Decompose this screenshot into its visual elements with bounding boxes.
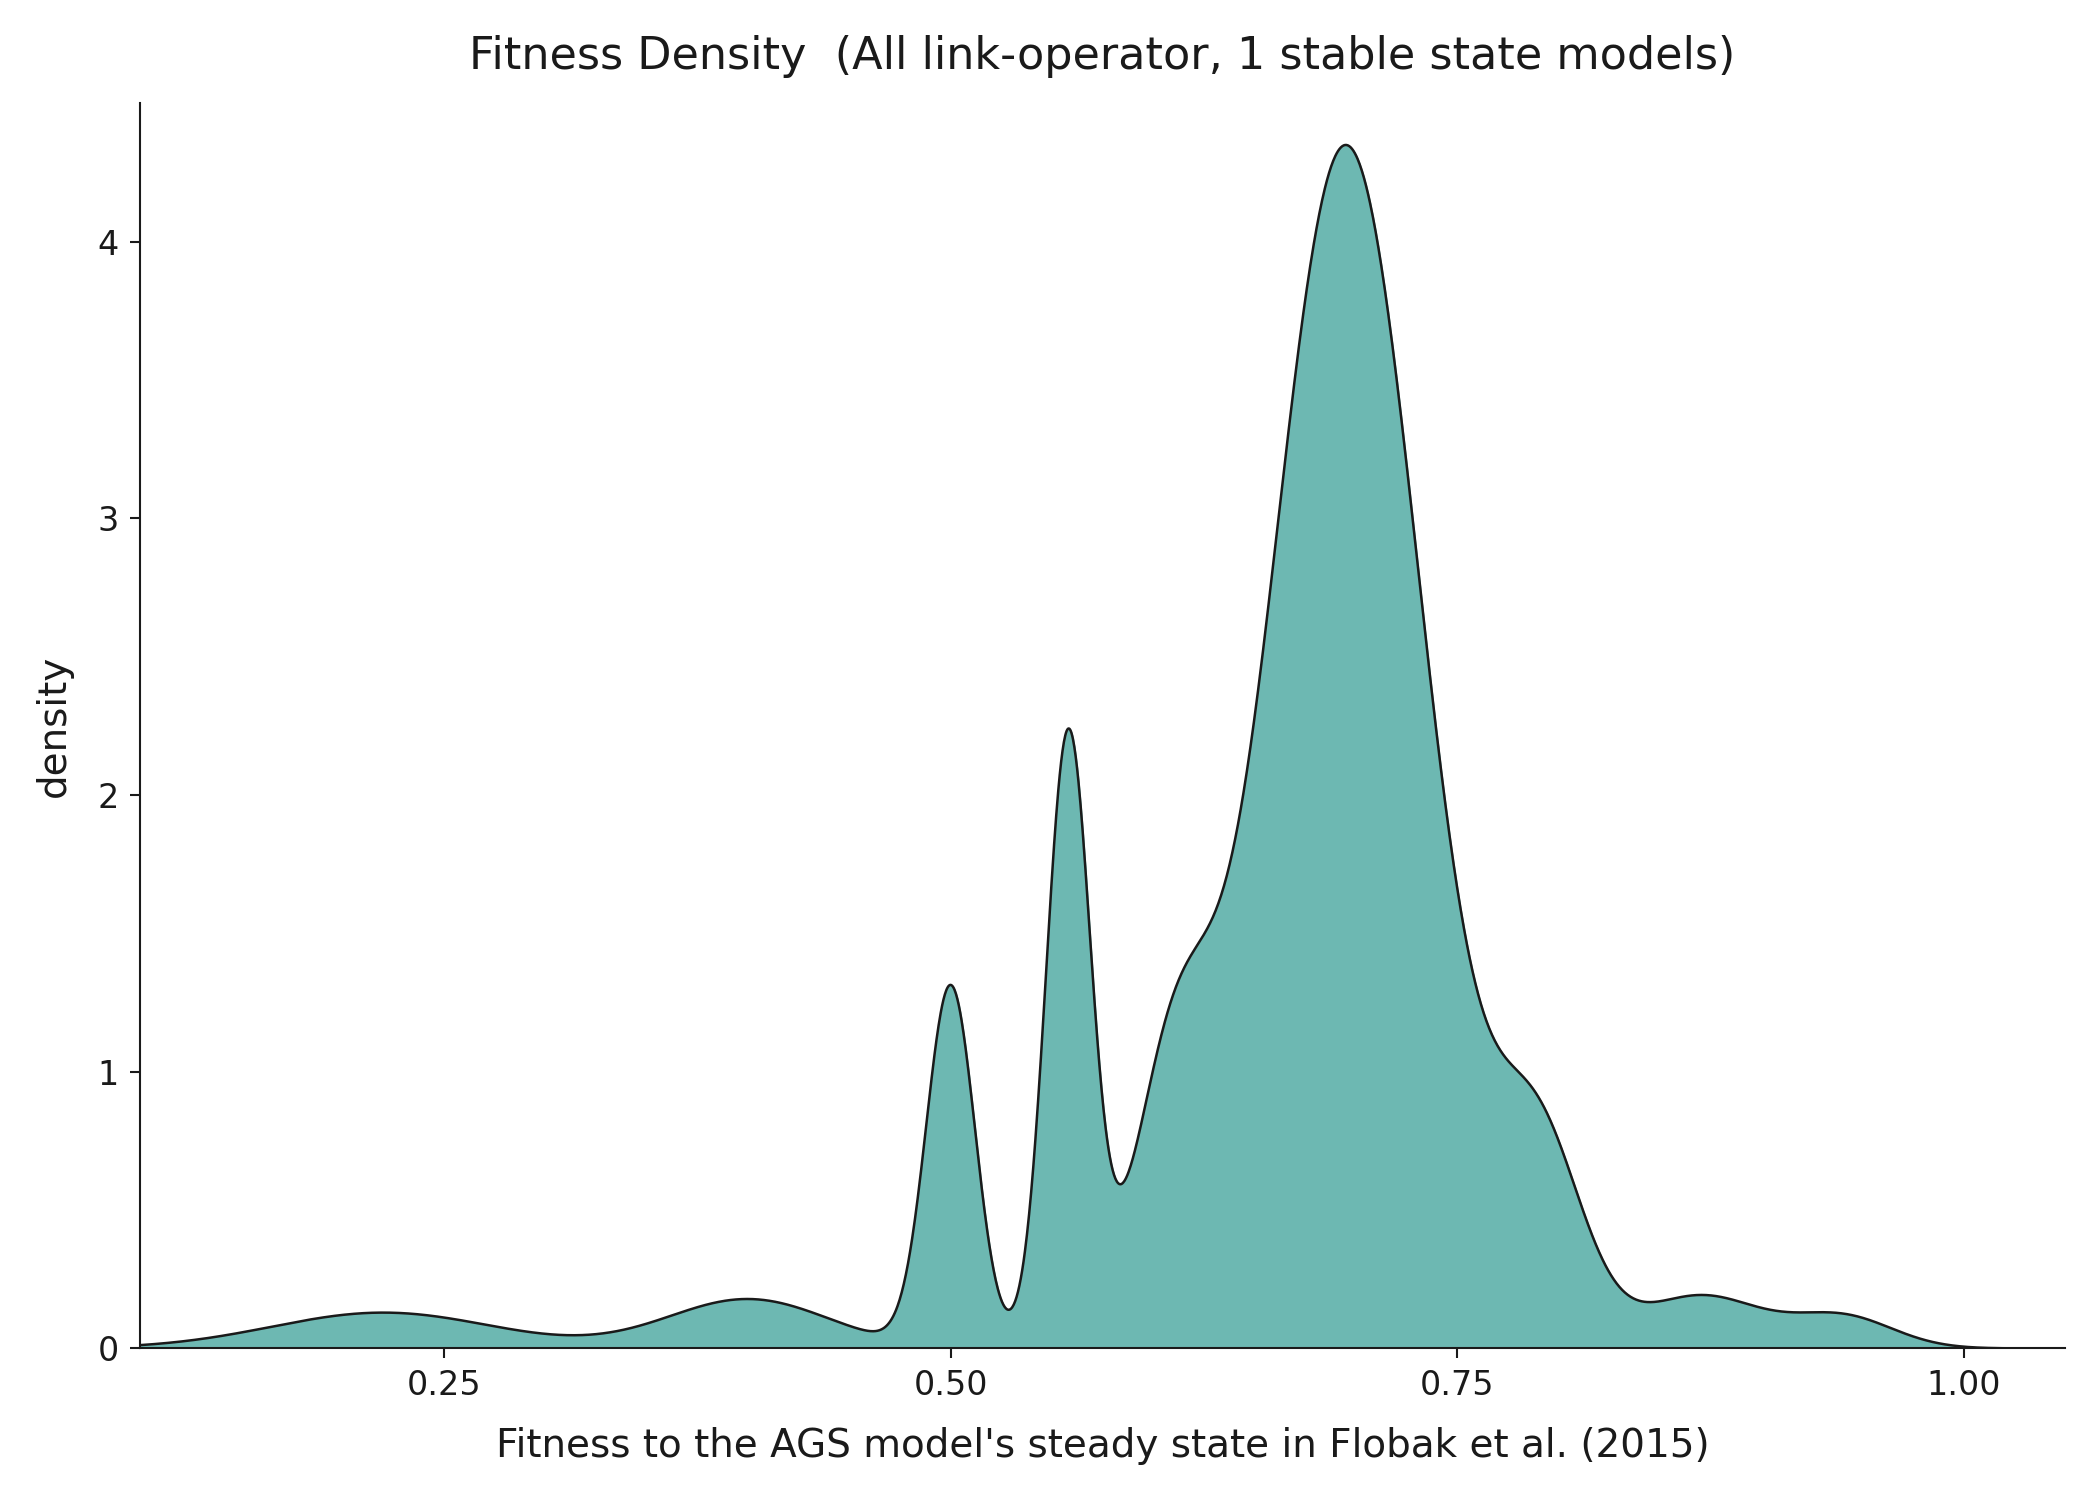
Title: Fitness Density  (All link-operator, 1 stable state models): Fitness Density (All link-operator, 1 st… <box>470 34 1737 78</box>
X-axis label: Fitness to the AGS model's steady state in Flobak et al. (2015): Fitness to the AGS model's steady state … <box>496 1428 1709 1466</box>
Y-axis label: density: density <box>36 656 74 796</box>
